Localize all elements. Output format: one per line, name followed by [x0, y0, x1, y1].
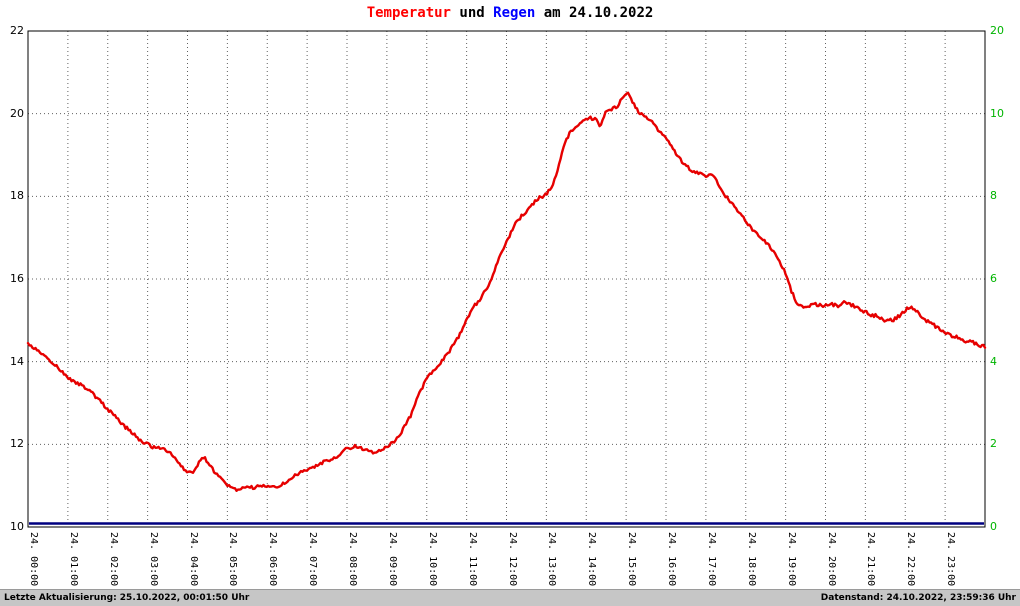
- y-axis-left-tick: 14: [10, 354, 24, 368]
- x-axis-tick: 24. 02:00: [107, 532, 119, 587]
- y-axis-right-tick: 20: [990, 24, 1004, 37]
- x-axis-tick: 24. 01:00: [67, 532, 79, 587]
- x-axis-tick: 24. 10:00: [426, 532, 438, 587]
- x-axis-tick: 24. 19:00: [785, 532, 797, 587]
- y-axis-left-tick: 12: [10, 437, 24, 451]
- y-axis-left-tick: 10: [10, 520, 24, 533]
- y-axis-left-tick: 22: [10, 24, 24, 37]
- last-update-text: Letzte Aktualisierung: 25.10.2022, 00:01…: [4, 593, 250, 603]
- y-axis-right-tick: 8: [990, 189, 997, 203]
- data-state-text: Datenstand: 24.10.2022, 23:59:36 Uhr: [820, 593, 1016, 603]
- x-axis-tick: 24. 04:00: [187, 532, 199, 587]
- x-axis-tick: 24. 23:00: [945, 532, 957, 587]
- status-bar: Letzte Aktualisierung: 25.10.2022, 00:01…: [0, 589, 1020, 606]
- y-axis-right-tick: 2: [990, 437, 997, 451]
- x-axis-tick: 24. 20:00: [825, 532, 837, 587]
- x-axis-tick: 24. 14:00: [586, 532, 598, 587]
- x-axis-tick: 24. 05:00: [227, 532, 239, 587]
- title-date: am 24.10.2022: [535, 5, 654, 21]
- title-conjunction: und: [450, 5, 494, 21]
- title-rain-label: Regen: [493, 5, 536, 21]
- x-axis-tick: 24. 15:00: [626, 532, 638, 587]
- plot-area: [26, 30, 987, 528]
- x-axis-tick: 24. 17:00: [705, 532, 717, 587]
- y-axis-left-tick: 16: [10, 272, 24, 285]
- y-axis-left-tick: 20: [10, 106, 24, 120]
- y-axis-right-tick: 6: [990, 272, 997, 285]
- y-axis-left-tick: 18: [10, 189, 24, 203]
- x-axis-tick: 24. 21:00: [865, 532, 877, 587]
- x-axis-tick: 24. 12:00: [506, 532, 518, 587]
- title-temperature-label: Temperatur: [366, 5, 451, 21]
- y-axis-right-tick: 4: [990, 354, 997, 368]
- x-axis-tick: 24. 07:00: [307, 532, 319, 587]
- x-axis-tick: 24. 06:00: [267, 532, 279, 587]
- x-axis-tick: 24. 03:00: [147, 532, 159, 587]
- x-axis-tick: 24. 13:00: [546, 532, 558, 587]
- x-axis-tick: 24. 16:00: [666, 532, 677, 587]
- x-axis-tick: 24. 08:00: [347, 532, 358, 587]
- x-axis-tick: 24. 00:00: [28, 532, 39, 587]
- x-axis-tick: 24. 22:00: [905, 532, 917, 587]
- chart-title: Temperatur und Regen am 24.10.2022: [0, 5, 1020, 21]
- x-axis-tick: 24. 09:00: [386, 532, 398, 587]
- x-axis-tick: 24. 18:00: [745, 532, 757, 587]
- x-axis-tick: 24. 11:00: [466, 532, 478, 587]
- y-axis-right-tick: 0: [990, 520, 997, 533]
- y-axis-right-tick: 10: [990, 106, 1004, 120]
